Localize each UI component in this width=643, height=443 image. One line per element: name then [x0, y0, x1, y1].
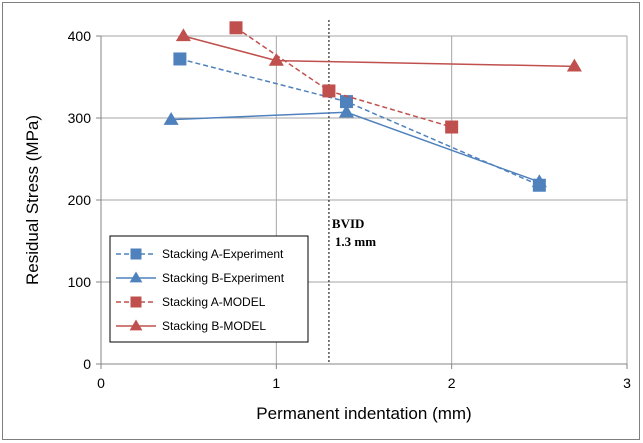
x-tick-label: 2: [448, 375, 456, 391]
y-tick-label: 200: [68, 192, 92, 208]
x-tick-label: 1: [272, 375, 280, 391]
series-2: [163, 104, 547, 188]
series: [163, 21, 582, 192]
data-point: [163, 111, 179, 125]
data-point: [445, 120, 459, 134]
legend-label: Stacking A-Experiment: [162, 247, 284, 261]
bvid-label: BVID: [332, 216, 365, 231]
x-tick-label: 0: [97, 375, 105, 391]
y-tick-label: 400: [68, 28, 92, 44]
data-point: [566, 58, 582, 72]
series-4: [175, 28, 582, 72]
legend-label: Stacking B-MODEL: [162, 319, 266, 333]
series-3: [229, 21, 459, 134]
legend-swatch-marker: [130, 296, 142, 308]
data-point: [173, 52, 187, 66]
x-tick-label: 3: [623, 375, 631, 391]
legend-swatch-marker: [129, 271, 143, 283]
annotations: BVID 1.3 mm: [328, 20, 376, 364]
data-point: [322, 84, 336, 98]
data-point: [268, 52, 284, 66]
legend-label: Stacking A-MODEL: [162, 295, 266, 309]
data-point: [531, 174, 547, 188]
legend-swatch-marker: [130, 248, 142, 260]
legend-swatch-marker: [129, 319, 143, 331]
data-point: [338, 104, 355, 118]
data-point: [229, 21, 243, 35]
legend: Stacking A-Experiment Stacking B-Experime…: [109, 235, 309, 343]
data-point: [175, 28, 191, 42]
y-tick-label: 100: [68, 274, 92, 290]
y-tick-label: 300: [68, 110, 92, 126]
axes: 0 100 200 300 400 0 1 2 3: [68, 28, 631, 391]
y-axis-title: Residual Stress (MPa): [23, 115, 42, 285]
data-point: [339, 95, 353, 109]
legend-label: Stacking B-Experiment: [162, 271, 285, 285]
bvid-value-label: 1.3 mm: [335, 234, 376, 249]
y-tick-label: 0: [83, 356, 91, 372]
x-axis-title: Permanent indentation (mm): [256, 404, 471, 423]
